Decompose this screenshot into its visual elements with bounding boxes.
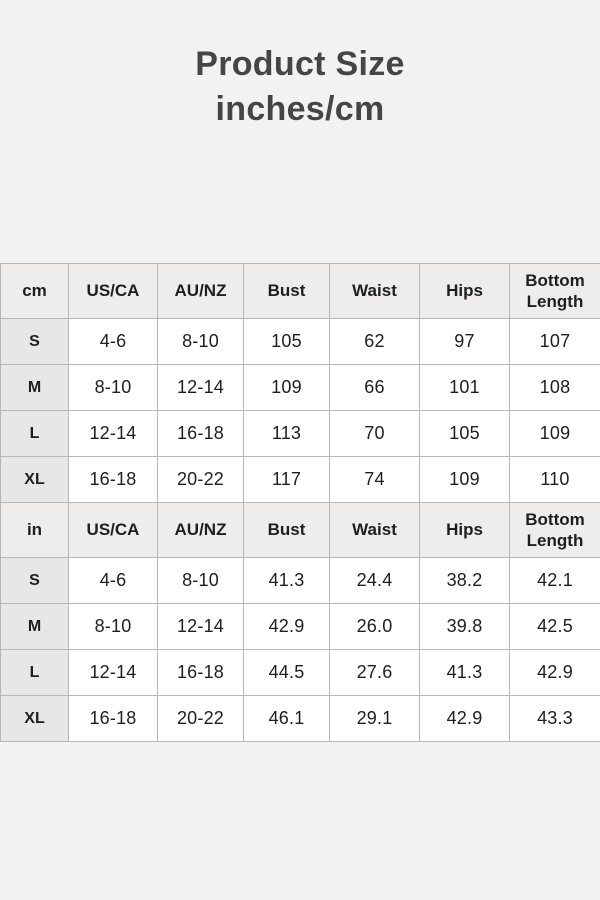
header-cell-waist: Waist bbox=[329, 263, 420, 319]
page-title-line1: Product Size bbox=[195, 45, 405, 83]
value-cell: 8-10 bbox=[68, 603, 158, 650]
value-cell: 4-6 bbox=[68, 557, 158, 604]
value-cell: 27.6 bbox=[329, 649, 420, 696]
value-cell: 110 bbox=[509, 456, 600, 503]
value-cell: 8-10 bbox=[68, 364, 158, 411]
size-label-cell: S bbox=[0, 318, 69, 365]
value-cell: 70 bbox=[329, 410, 420, 457]
size-label-cell: M bbox=[0, 364, 69, 411]
value-cell: 39.8 bbox=[419, 603, 510, 650]
value-cell: 101 bbox=[419, 364, 510, 411]
cm-row-m: M 8-10 12-14 109 66 101 108 bbox=[0, 364, 600, 411]
header-cell-aunz: AU/NZ bbox=[157, 502, 244, 558]
size-label-cell: XL bbox=[0, 456, 69, 503]
header-cell-unit-in: in bbox=[0, 502, 69, 558]
value-cell: 109 bbox=[419, 456, 510, 503]
value-cell: 109 bbox=[243, 364, 330, 411]
value-cell: 105 bbox=[419, 410, 510, 457]
size-label-cell: L bbox=[0, 410, 69, 457]
value-cell: 12-14 bbox=[157, 603, 244, 650]
value-cell: 97 bbox=[419, 318, 510, 365]
cm-row-xl: XL 16-18 20-22 117 74 109 110 bbox=[0, 456, 600, 503]
value-cell: 8-10 bbox=[157, 557, 244, 604]
header-cell-waist: Waist bbox=[329, 502, 420, 558]
value-cell: 16-18 bbox=[157, 410, 244, 457]
value-cell: 24.4 bbox=[329, 557, 420, 604]
cm-row-l: L 12-14 16-18 113 70 105 109 bbox=[0, 410, 600, 457]
header-cell-usca: US/CA bbox=[68, 263, 158, 319]
value-cell: 62 bbox=[329, 318, 420, 365]
header-cell-usca: US/CA bbox=[68, 502, 158, 558]
header-cell-bust: Bust bbox=[243, 263, 330, 319]
value-cell: 16-18 bbox=[157, 649, 244, 696]
value-cell: 41.3 bbox=[419, 649, 510, 696]
in-row-s: S 4-6 8-10 41.3 24.4 38.2 42.1 bbox=[0, 557, 600, 604]
header-cell-bottom-length: Bottom Length bbox=[509, 263, 600, 319]
value-cell: 20-22 bbox=[157, 456, 244, 503]
in-row-xl: XL 16-18 20-22 46.1 29.1 42.9 43.3 bbox=[0, 695, 600, 742]
value-cell: 16-18 bbox=[68, 456, 158, 503]
in-header-row: in US/CA AU/NZ Bust Waist Hips Bottom Le… bbox=[0, 502, 600, 558]
value-cell: 29.1 bbox=[329, 695, 420, 742]
header-cell-unit-cm: cm bbox=[0, 263, 69, 319]
value-cell: 46.1 bbox=[243, 695, 330, 742]
header-cell-hips: Hips bbox=[419, 263, 510, 319]
value-cell: 42.1 bbox=[509, 557, 600, 604]
value-cell: 12-14 bbox=[68, 649, 158, 696]
cm-row-s: S 4-6 8-10 105 62 97 107 bbox=[0, 318, 600, 365]
in-row-l: L 12-14 16-18 44.5 27.6 41.3 42.9 bbox=[0, 649, 600, 696]
size-label-cell: M bbox=[0, 603, 69, 650]
value-cell: 43.3 bbox=[509, 695, 600, 742]
value-cell: 26.0 bbox=[329, 603, 420, 650]
value-cell: 105 bbox=[243, 318, 330, 365]
cm-header-row: cm US/CA AU/NZ Bust Waist Hips Bottom Le… bbox=[0, 263, 600, 319]
page-title-line2: inches/cm bbox=[215, 89, 385, 128]
value-cell: 12-14 bbox=[68, 410, 158, 457]
size-label-cell: L bbox=[0, 649, 69, 696]
value-cell: 66 bbox=[329, 364, 420, 411]
size-label-cell: S bbox=[0, 557, 69, 604]
page-title: Product Size inches/cm bbox=[0, 0, 600, 132]
value-cell: 109 bbox=[509, 410, 600, 457]
in-row-m: M 8-10 12-14 42.9 26.0 39.8 42.5 bbox=[0, 603, 600, 650]
value-cell: 108 bbox=[509, 364, 600, 411]
size-label-cell: XL bbox=[0, 695, 69, 742]
value-cell: 117 bbox=[243, 456, 330, 503]
value-cell: 20-22 bbox=[157, 695, 244, 742]
value-cell: 42.9 bbox=[243, 603, 330, 650]
header-cell-bust: Bust bbox=[243, 502, 330, 558]
header-cell-aunz: AU/NZ bbox=[157, 263, 244, 319]
value-cell: 4-6 bbox=[68, 318, 158, 365]
value-cell: 42.9 bbox=[509, 649, 600, 696]
value-cell: 8-10 bbox=[157, 318, 244, 365]
value-cell: 16-18 bbox=[68, 695, 158, 742]
value-cell: 38.2 bbox=[419, 557, 510, 604]
size-chart-table: cm US/CA AU/NZ Bust Waist Hips Bottom Le… bbox=[0, 263, 600, 742]
value-cell: 44.5 bbox=[243, 649, 330, 696]
value-cell: 107 bbox=[509, 318, 600, 365]
value-cell: 42.5 bbox=[509, 603, 600, 650]
value-cell: 42.9 bbox=[419, 695, 510, 742]
header-cell-hips: Hips bbox=[419, 502, 510, 558]
value-cell: 12-14 bbox=[157, 364, 244, 411]
value-cell: 41.3 bbox=[243, 557, 330, 604]
value-cell: 74 bbox=[329, 456, 420, 503]
header-cell-bottom-length: Bottom Length bbox=[509, 502, 600, 558]
value-cell: 113 bbox=[243, 410, 330, 457]
